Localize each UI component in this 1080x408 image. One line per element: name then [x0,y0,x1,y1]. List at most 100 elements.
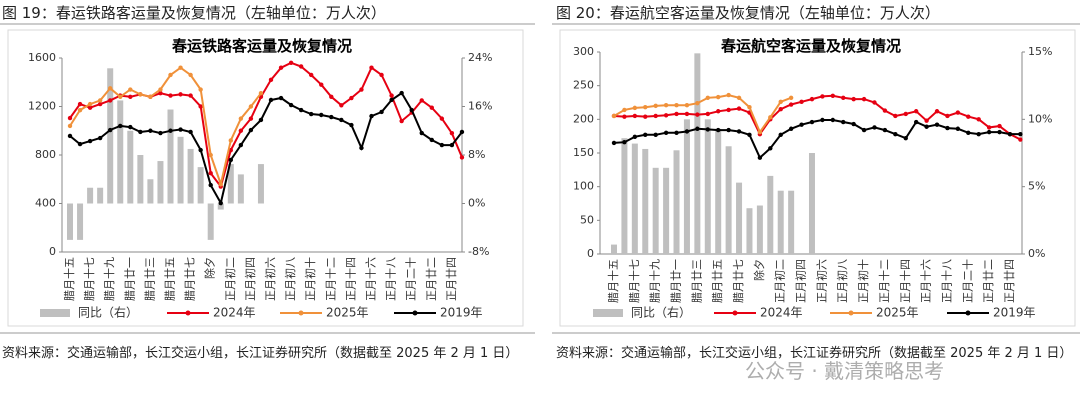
point-marker [77,107,83,113]
point-marker [684,129,690,134]
point-marker [298,64,304,69]
x-tick-label: 正月初二 [773,259,787,303]
point-marker [108,98,113,103]
point-marker [736,129,742,134]
point-marker [439,116,445,121]
point-marker [778,107,783,112]
point-marker [238,142,244,148]
line [69,91,463,206]
point-marker [663,130,669,135]
legend-swatch [732,310,738,316]
point-marker [168,72,173,78]
point-marker [178,65,183,70]
point-marker [228,157,233,163]
legend-label: 2025年 [876,306,919,320]
point-marker [976,117,981,122]
bar [642,148,649,254]
point-marker [622,107,627,113]
y-tick-label: 1200 [28,100,56,113]
point-marker [747,105,752,110]
y2-tick-label: 0% [1028,247,1045,260]
point-marker [349,95,354,101]
point-marker [67,115,73,121]
x-tick-label: 正月初六 [814,259,828,303]
point-marker [986,125,992,130]
point-marker [158,90,163,96]
point-marker [138,129,143,135]
point-marker [622,140,627,145]
x-tick-label: 正月初十 [303,257,317,301]
point-marker [128,94,133,100]
bar [788,190,795,254]
point-marker [168,128,173,133]
y2-tick-label: 5% [1028,180,1045,193]
point-marker [934,122,940,127]
point-marker [288,102,294,108]
point-marker [108,86,113,91]
point-marker [632,134,638,140]
point-marker [893,113,898,119]
point-marker [632,113,638,119]
point-marker [158,87,163,92]
point-marker [913,119,919,125]
point-marker [198,147,203,153]
point-marker [449,130,455,136]
point-marker [97,135,103,141]
point-marker [248,104,254,109]
point-marker [841,119,846,125]
point-marker [611,140,617,146]
point-marker [757,155,763,160]
point-marker [778,132,783,138]
point-marker [674,130,679,135]
line [613,119,1021,160]
source-note: 资料来源：交通运输部，长江交运小组，长江证券研究所（数据截至 2025 年 2 … [556,346,1073,361]
point-marker [788,95,794,100]
x-tick-label: 正月初八 [283,257,297,301]
point-marker [1018,137,1023,142]
bar [704,119,711,254]
point-marker [1018,131,1023,137]
point-marker [309,111,314,117]
point-marker [924,124,929,129]
point-marker [67,123,73,129]
x-tick-label: 正月初二 [223,257,237,301]
point-marker [997,129,1002,135]
x-tick-label: 正月二十 [960,259,974,303]
x-tick-label: 腊月十七 [627,259,641,303]
legend-swatch [848,310,854,316]
point-marker [389,97,394,103]
x-tick-label: 正月廿四 [1003,259,1016,303]
point-marker [820,94,825,99]
bar [97,187,104,204]
point-marker [198,104,203,109]
point-marker [893,131,898,137]
point-marker [976,131,981,137]
point-marker [459,129,465,135]
x-tick-label: 正月初四 [243,257,257,301]
point-marker [1007,131,1013,137]
point-marker [695,100,700,106]
point-marker [319,112,324,118]
y-tick-label: 800 [35,148,56,161]
bar [663,167,670,254]
line [613,94,1021,141]
bar [683,119,690,254]
bar [746,208,753,254]
x-tick-label: 正月十二 [877,259,891,303]
point-marker [369,113,374,119]
x-tick-label: 腊月十五 [62,257,76,301]
point-marker [399,90,404,96]
x-tick-label: 腊月廿一 [670,259,683,303]
x-tick-label: 正月初六 [263,257,277,301]
point-marker [97,98,103,103]
point-marker [218,200,223,206]
point-marker [449,142,455,148]
point-marker [768,115,773,120]
point-marker [379,72,384,78]
point-marker [248,127,254,133]
legend-swatch [40,309,70,317]
point-marker [168,93,173,98]
bar [207,203,214,240]
